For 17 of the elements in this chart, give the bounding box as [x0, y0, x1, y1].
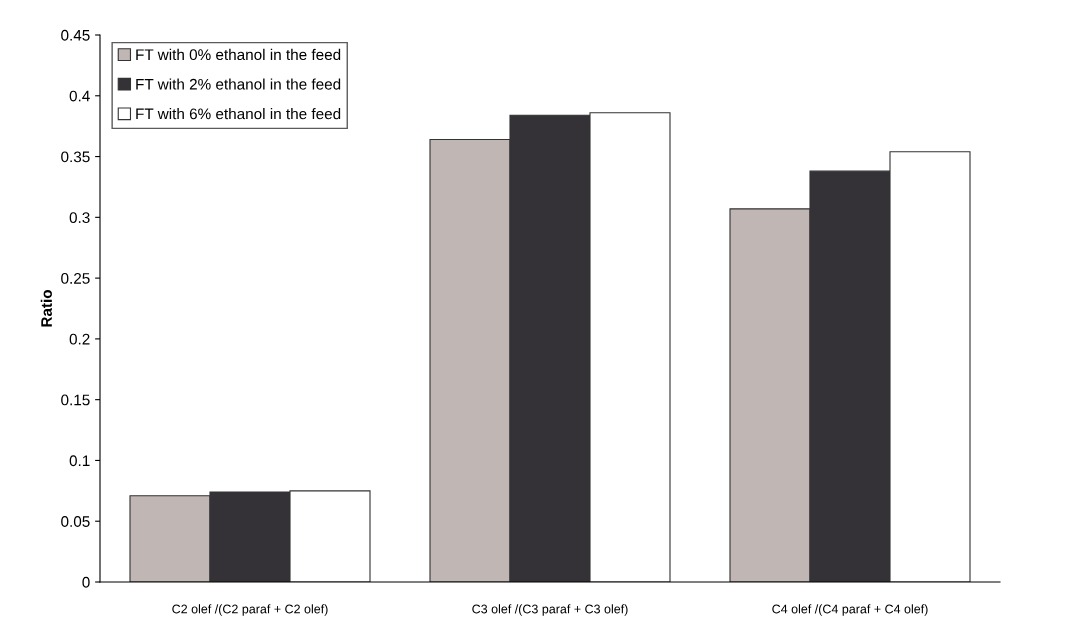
y-tick-label: 0.05: [61, 516, 90, 527]
x-tick-label: C4 olef /(C4 paraf + C4 olef): [772, 604, 928, 616]
y-axis-title: Ratio: [40, 290, 52, 327]
y-tick-label: 0.4: [69, 90, 90, 102]
y-tick-label: 0.45: [61, 29, 90, 41]
y-tick-label: 0: [82, 576, 90, 588]
y-tick-label: 0.35: [61, 151, 90, 163]
legend-label: FT with 2% ethanol in the feed: [136, 78, 341, 90]
y-tick-label: 0.2: [69, 333, 90, 345]
legend-label: FT with 0% ethanol in the feed: [136, 48, 341, 61]
y-tick-label: 0.15: [61, 394, 90, 406]
y-tick-label: 0.3: [69, 212, 90, 224]
x-tick-label: C3 olef /(C3 paraf + C3 olef): [472, 604, 628, 616]
x-tick-label: C2 olef /(C2 paraf + C2 olef): [172, 604, 328, 616]
legend-label: FT with 6% ethanol in the feed: [136, 108, 341, 120]
y-tick-label: 0.1: [69, 455, 90, 467]
y-tick-label: 0.25: [61, 272, 90, 284]
